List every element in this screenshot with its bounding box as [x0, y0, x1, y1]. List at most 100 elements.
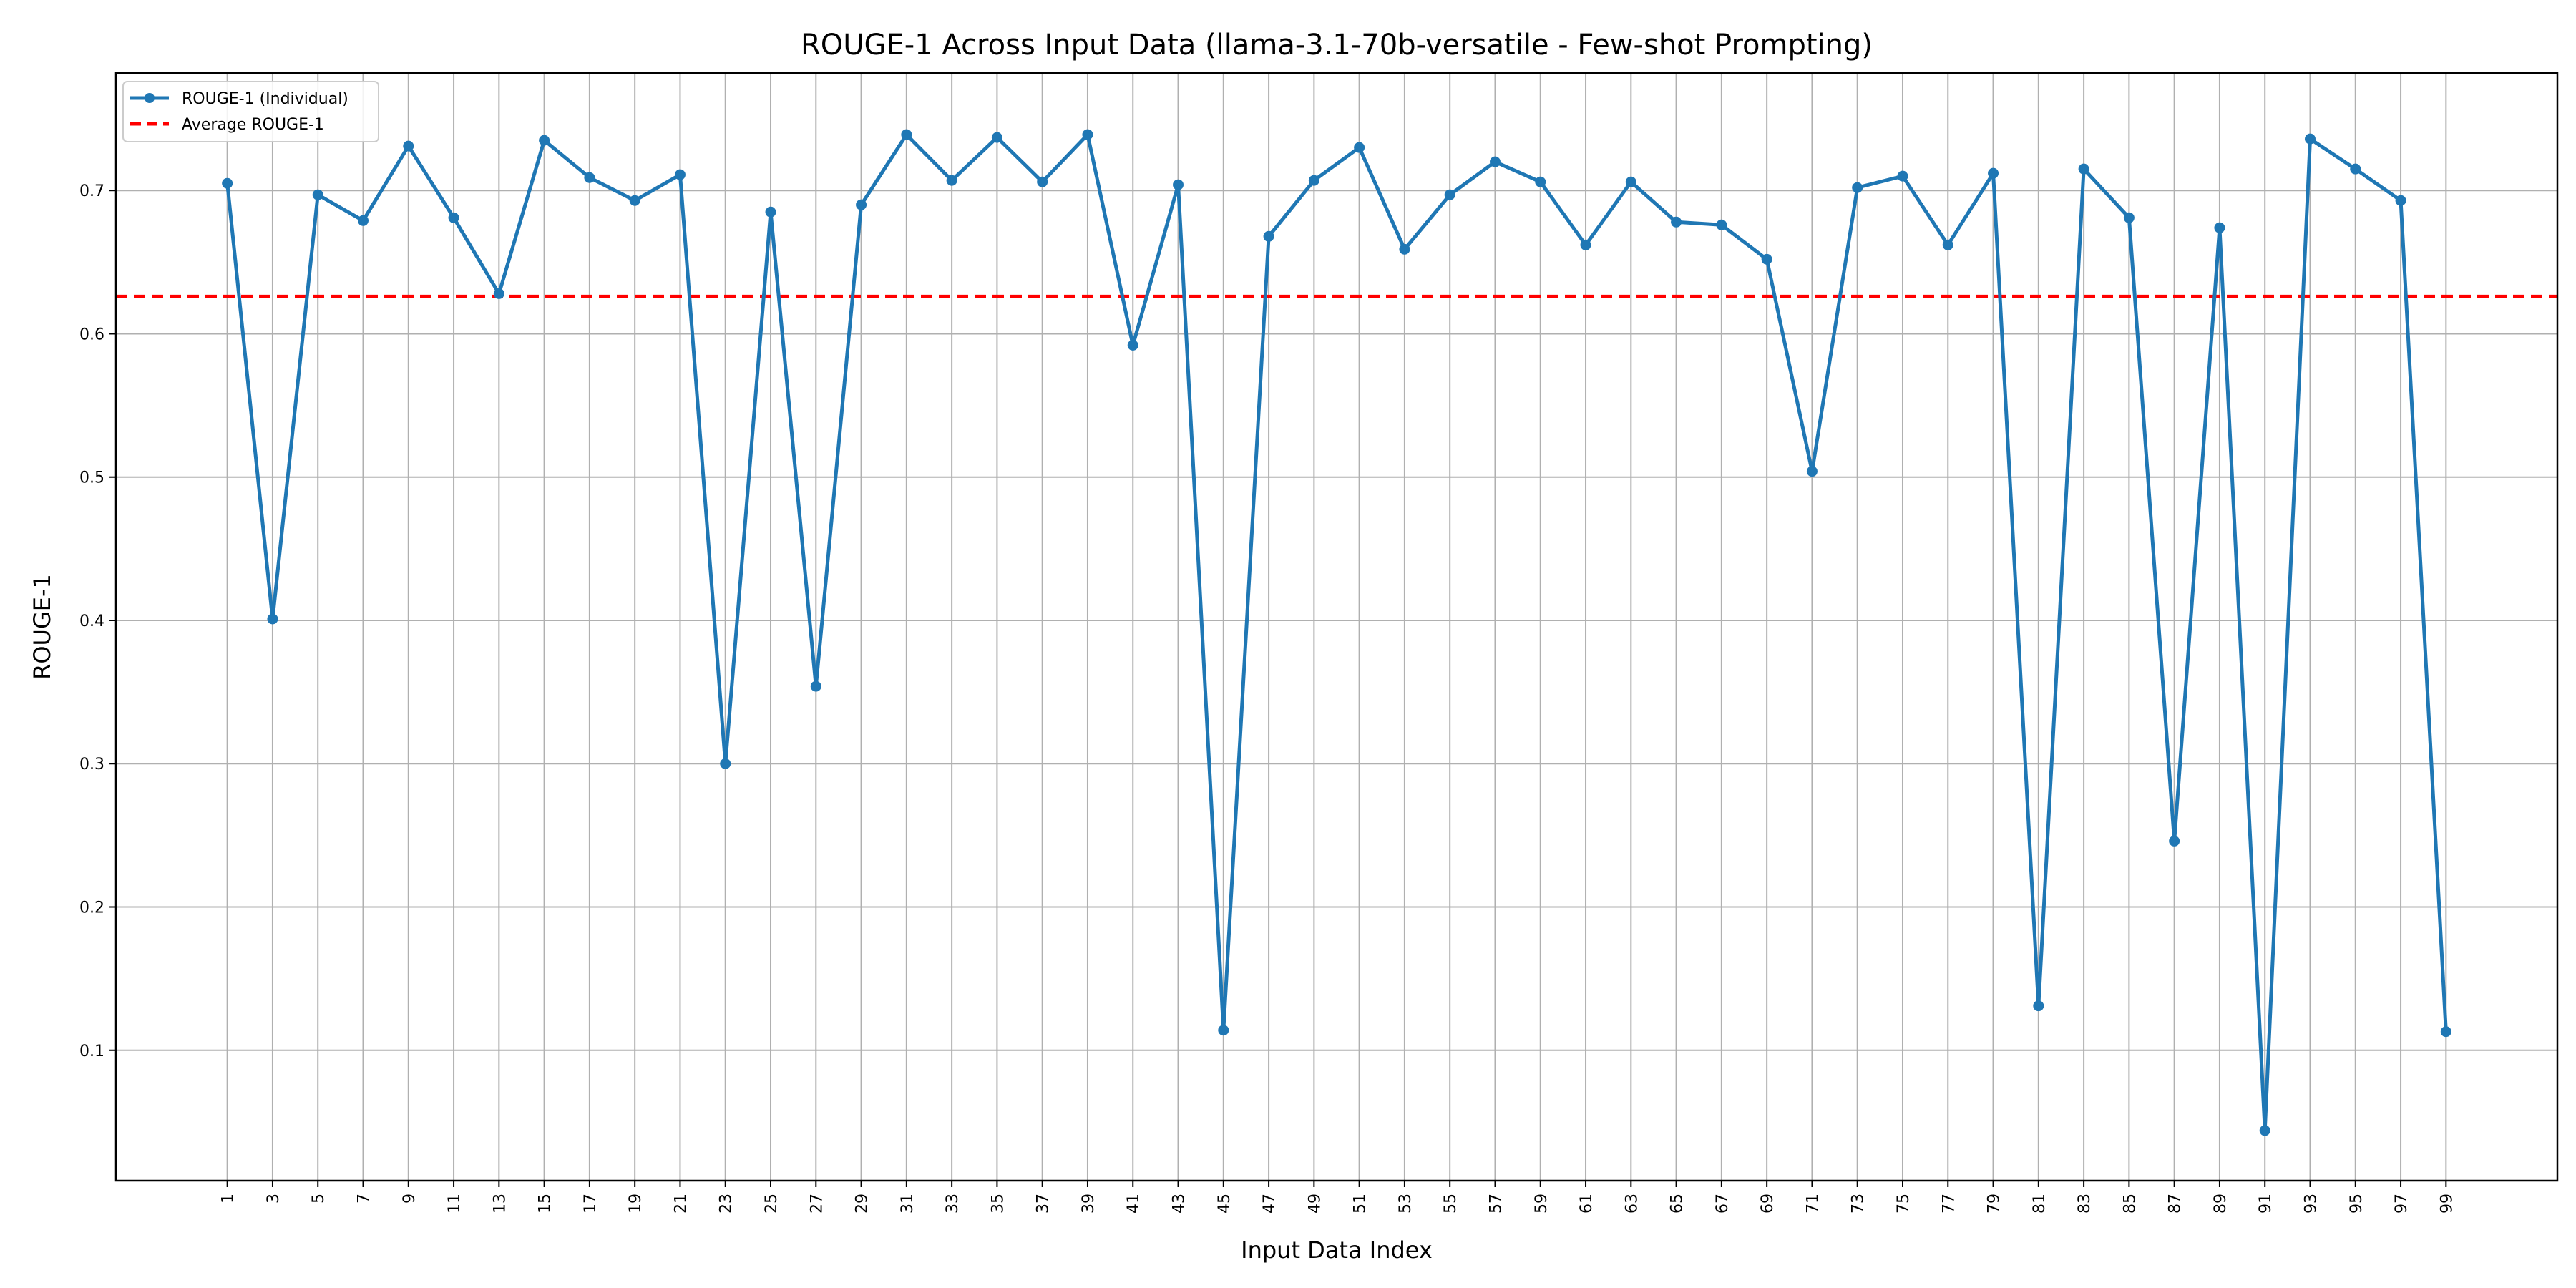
data-point: [1625, 176, 1636, 187]
x-tick-label: 11: [446, 1194, 464, 1214]
x-tick-label: 31: [899, 1194, 917, 1214]
x-tick-label: 29: [854, 1194, 872, 1214]
data-point: [312, 189, 323, 200]
y-tick-label: 0.3: [79, 756, 104, 774]
data-point: [358, 215, 369, 226]
x-tick-label: 55: [1442, 1194, 1460, 1214]
x-tick-label: 97: [2393, 1194, 2411, 1214]
data-point: [448, 212, 459, 223]
x-tick-label: 81: [2031, 1194, 2049, 1214]
data-point: [1263, 230, 1274, 242]
series-line: [225, 132, 2448, 1133]
x-tick-label: 7: [356, 1194, 374, 1204]
data-point: [1535, 176, 1546, 187]
data-point: [2123, 212, 2135, 223]
data-point: [2304, 133, 2316, 145]
data-point: [1444, 189, 1455, 200]
data-point: [1580, 239, 1591, 250]
x-tick-label: 85: [2121, 1194, 2139, 1214]
series-layer: [222, 129, 2451, 1136]
data-point: [2169, 835, 2180, 847]
x-tick-label: 61: [1578, 1194, 1596, 1214]
x-tick-label: 35: [989, 1194, 1007, 1214]
data-point: [720, 758, 731, 769]
chart-title: ROUGE-1 Across Input Data (llama-3.1-70b…: [801, 29, 1873, 62]
y-tick-label: 0.1: [79, 1043, 104, 1060]
x-tick-label: 73: [1850, 1194, 1868, 1214]
data-point: [1897, 170, 1908, 182]
data-point: [810, 680, 821, 692]
data-point: [2350, 163, 2361, 175]
data-point: [1354, 142, 1365, 153]
legend-series-label: ROUGE-1 (Individual): [182, 90, 348, 108]
data-point: [1671, 216, 1682, 228]
x-tick-label: 83: [2076, 1194, 2094, 1214]
grid-lines: [116, 73, 2557, 1181]
data-point: [991, 132, 1002, 143]
x-tick-label: 27: [808, 1194, 826, 1214]
legend-average-label: Average ROUGE-1: [182, 116, 324, 134]
data-point: [1716, 219, 1727, 230]
data-point: [1127, 339, 1138, 351]
data-point: [674, 169, 686, 180]
x-tick-label: 75: [1895, 1194, 1913, 1214]
x-tick-label: 33: [944, 1194, 962, 1214]
x-tick-label: 93: [2302, 1194, 2320, 1214]
data-point: [2214, 222, 2225, 233]
data-point: [222, 177, 233, 189]
y-tick-label: 0.4: [79, 613, 104, 630]
x-tick-label: 41: [1125, 1194, 1143, 1214]
data-point: [1082, 129, 1093, 140]
x-tick-label: 13: [491, 1194, 509, 1214]
x-tick-label: 69: [1759, 1194, 1777, 1214]
data-point: [765, 206, 776, 218]
data-point: [1173, 179, 1184, 190]
x-tick-label: 65: [1669, 1194, 1687, 1214]
data-point: [584, 172, 595, 183]
legend-box: [122, 81, 379, 142]
x-axis-label: Input Data Index: [1241, 1236, 1433, 1264]
y-axis-label: ROUGE-1: [29, 574, 56, 680]
data-point: [2259, 1125, 2270, 1136]
x-tick-label: 95: [2348, 1194, 2366, 1214]
x-tick-label: 43: [1171, 1194, 1189, 1214]
legend-series-marker: [145, 93, 155, 103]
data-point: [1761, 253, 1772, 265]
x-tick-label: 79: [1986, 1194, 2004, 1214]
data-point: [1988, 167, 1999, 179]
x-tick-label: 37: [1035, 1194, 1053, 1214]
data-point: [1308, 175, 1319, 186]
x-tick-label: 5: [310, 1194, 328, 1204]
x-tick-label: 91: [2257, 1194, 2275, 1214]
data-point: [2033, 1000, 2044, 1012]
x-tick-label: 49: [1306, 1194, 1324, 1214]
x-tick-label: 25: [763, 1194, 781, 1214]
x-tick-label: 39: [1080, 1194, 1098, 1214]
data-point: [493, 288, 504, 299]
x-tick-label: 87: [2167, 1194, 2185, 1214]
legend: ROUGE-1 (Individual) Average ROUGE-1: [122, 81, 379, 142]
data-point: [856, 199, 867, 210]
y-tick-label: 0.7: [79, 182, 104, 200]
y-tick-label: 0.5: [79, 469, 104, 487]
data-point: [1852, 182, 1863, 193]
x-tick-label: 45: [1216, 1194, 1234, 1214]
x-tick-label: 71: [1804, 1194, 1822, 1214]
y-tick-label: 0.6: [79, 326, 104, 343]
y-tick-label: 0.2: [79, 899, 104, 917]
x-tick-label: 19: [627, 1194, 645, 1214]
x-tick-label: 99: [2438, 1194, 2456, 1214]
data-point: [2440, 1026, 2451, 1038]
data-point: [1942, 239, 1953, 250]
x-tick-label: 89: [2212, 1194, 2230, 1214]
x-tick-label: 77: [1940, 1194, 1958, 1214]
data-point: [2395, 195, 2406, 206]
x-tick-label: 51: [1352, 1194, 1370, 1214]
data-point: [2078, 163, 2089, 175]
x-tick-label: 21: [672, 1194, 690, 1214]
data-point: [629, 195, 640, 206]
x-tick-label: 57: [1487, 1194, 1505, 1214]
plot-frame: [114, 72, 2559, 1182]
data-point: [267, 613, 278, 625]
